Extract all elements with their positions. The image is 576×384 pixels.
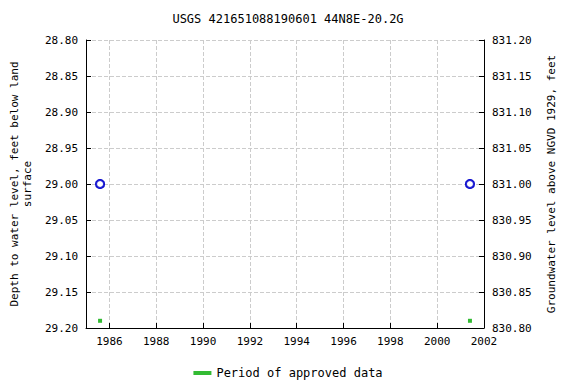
svg-text:1986: 1986 <box>96 335 123 348</box>
svg-text:29.05: 29.05 <box>45 214 78 227</box>
svg-text:Groundwater level above NGVD 1: Groundwater level above NGVD 1929, feet <box>545 55 558 313</box>
svg-text:28.90: 28.90 <box>45 106 78 119</box>
svg-text:831.15: 831.15 <box>492 70 532 83</box>
svg-text:surface: surface <box>21 161 34 207</box>
svg-text:2002: 2002 <box>471 335 498 348</box>
svg-text:1990: 1990 <box>190 335 217 348</box>
svg-text:29.15: 29.15 <box>45 286 78 299</box>
svg-text:1996: 1996 <box>330 335 357 348</box>
svg-text:831.20: 831.20 <box>492 34 532 47</box>
svg-text:1992: 1992 <box>237 335 264 348</box>
svg-text:1998: 1998 <box>377 335 404 348</box>
svg-text:2000: 2000 <box>424 335 451 348</box>
svg-text:28.80: 28.80 <box>45 34 78 47</box>
svg-text:1988: 1988 <box>143 335 170 348</box>
svg-text:28.85: 28.85 <box>45 70 78 83</box>
svg-text:831.10: 831.10 <box>492 106 532 119</box>
svg-text:29.00: 29.00 <box>45 178 78 191</box>
svg-text:Depth to water level, feet bel: Depth to water level, feet below land <box>8 61 21 306</box>
svg-text:Period of approved data: Period of approved data <box>216 366 382 380</box>
svg-text:830.95: 830.95 <box>492 214 532 227</box>
svg-text:29.20: 29.20 <box>45 322 78 335</box>
svg-text:830.90: 830.90 <box>492 250 532 263</box>
svg-text:28.95: 28.95 <box>45 142 78 155</box>
svg-text:29.10: 29.10 <box>45 250 78 263</box>
svg-text:831.05: 831.05 <box>492 142 532 155</box>
svg-text:830.80: 830.80 <box>492 322 532 335</box>
svg-text:USGS 421651088190601 44N8E-20.: USGS 421651088190601 44N8E-20.2G <box>172 12 403 26</box>
svg-text:831.00: 831.00 <box>492 178 532 191</box>
svg-text:1994: 1994 <box>283 335 310 348</box>
svg-text:830.85: 830.85 <box>492 286 532 299</box>
